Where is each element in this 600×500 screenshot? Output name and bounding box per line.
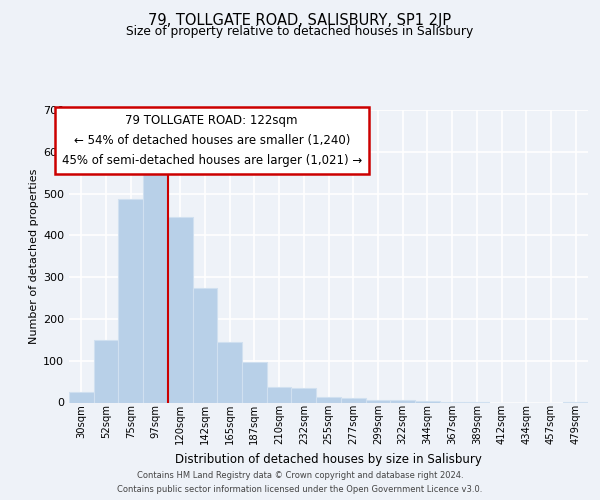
Bar bbox=[341, 398, 365, 402]
Bar bbox=[390, 400, 415, 402]
Bar bbox=[118, 199, 143, 402]
Bar bbox=[168, 218, 193, 402]
Bar bbox=[365, 400, 390, 402]
Bar bbox=[217, 342, 242, 402]
Bar bbox=[242, 362, 267, 403]
Y-axis label: Number of detached properties: Number of detached properties bbox=[29, 168, 39, 344]
Bar bbox=[94, 340, 118, 402]
X-axis label: Distribution of detached houses by size in Salisbury: Distribution of detached houses by size … bbox=[175, 452, 482, 466]
Bar bbox=[193, 288, 217, 403]
Bar bbox=[69, 392, 94, 402]
Bar bbox=[415, 401, 440, 402]
Text: 79, TOLLGATE ROAD, SALISBURY, SP1 2JP: 79, TOLLGATE ROAD, SALISBURY, SP1 2JP bbox=[148, 12, 452, 28]
Text: 79 TOLLGATE ROAD: 122sqm
← 54% of detached houses are smaller (1,240)
45% of sem: 79 TOLLGATE ROAD: 122sqm ← 54% of detach… bbox=[62, 114, 362, 168]
Text: Size of property relative to detached houses in Salisbury: Size of property relative to detached ho… bbox=[127, 25, 473, 38]
Text: Contains public sector information licensed under the Open Government Licence v3: Contains public sector information licen… bbox=[118, 485, 482, 494]
Bar bbox=[143, 170, 168, 402]
Bar bbox=[316, 397, 341, 402]
Bar bbox=[292, 388, 316, 402]
Bar bbox=[267, 388, 292, 402]
Text: Contains HM Land Registry data © Crown copyright and database right 2024.: Contains HM Land Registry data © Crown c… bbox=[137, 471, 463, 480]
